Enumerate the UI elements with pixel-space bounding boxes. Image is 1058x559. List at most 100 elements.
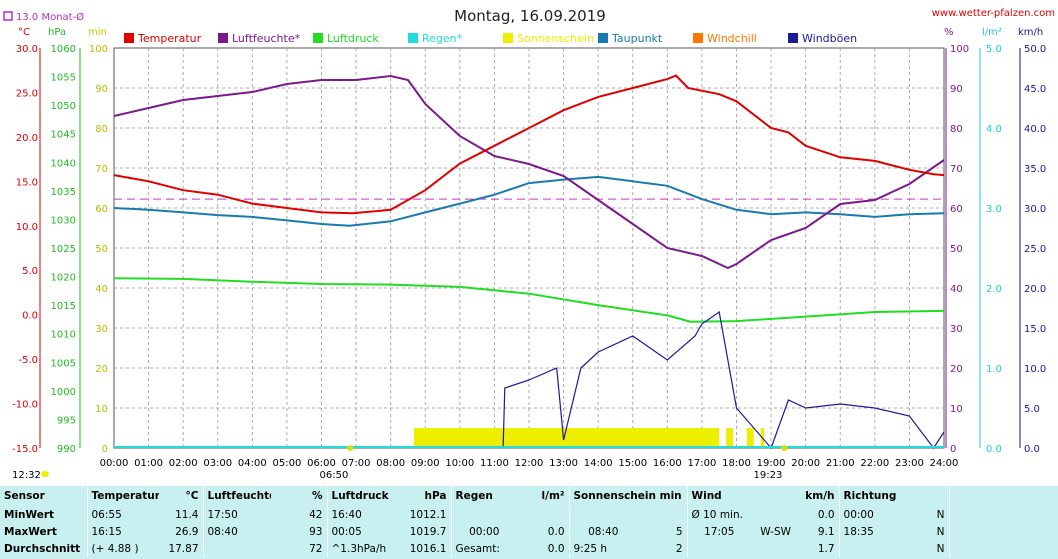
- unit-percent: %: [944, 27, 954, 38]
- dir-time: 18:35: [838, 523, 904, 540]
- temp-value: 17.87: [168, 542, 199, 555]
- wind-value: 9.1: [817, 525, 835, 538]
- hdr-sun: Sonnenschein min: [568, 486, 688, 506]
- tick-label-celsius: 15.0: [16, 177, 38, 188]
- site-link[interactable]: www.wetter-pfalzen.com: [932, 8, 1055, 19]
- hum-value: 42: [309, 508, 323, 521]
- wind-value: 1.7: [817, 542, 835, 555]
- stats-row-avg: Durchschnitt (+ 4.88 ) 17.87 72 ^1.3hPa/…: [0, 540, 1058, 557]
- row-filler: [948, 523, 1058, 540]
- tick-label-percent: 80: [950, 124, 963, 135]
- hdr-rain-unit: l/m²: [541, 490, 565, 502]
- dir-value: N: [936, 508, 945, 521]
- tick-label-hour: 03:00: [203, 458, 232, 469]
- tick-label-kmh: 0.0: [1024, 444, 1040, 455]
- row-label: Durchschnitt: [4, 542, 81, 555]
- series-line-windboeen: [502, 310, 945, 450]
- legend-swatch: [408, 33, 418, 43]
- press-time: 16:40: [326, 506, 395, 523]
- dir-time: 00:00: [838, 506, 904, 523]
- unit-kmh: km/h: [1018, 27, 1043, 38]
- tick-label-hour: 10:00: [445, 458, 474, 469]
- tick-label-hour: 17:00: [688, 458, 717, 469]
- press-time: 00:05: [326, 523, 395, 540]
- legend-label: Windchill: [707, 32, 757, 45]
- sunshine-total-label: 12:32: [12, 470, 41, 481]
- legend-swatch: [313, 33, 323, 43]
- wind-time: 17:05: [686, 523, 752, 540]
- sunshine-bar: [726, 428, 734, 448]
- tick-label-hpa: 1020: [51, 273, 76, 284]
- tick-label-hour: 22:00: [860, 458, 889, 469]
- tick-label-hpa: 1025: [51, 244, 76, 255]
- sunshine-bar: [413, 428, 720, 448]
- weather-chart: Montag, 16.09.2019 www.wetter-pfalzen.co…: [3, 7, 1055, 481]
- wind-dir: [751, 540, 795, 557]
- stats-panel: Sensor Temperatur °C Luftfeuchte % Luftd…: [0, 486, 1058, 559]
- chart-title: Montag, 16.09.2019: [454, 7, 606, 25]
- dir-value: N: [936, 525, 945, 538]
- tick-label-percent: 40: [950, 284, 963, 295]
- series: [113, 74, 945, 450]
- sun-value: [637, 506, 687, 523]
- tick-label-min: 70: [95, 164, 108, 175]
- legend-label: Taupunkt: [611, 32, 663, 45]
- dir-value: N: [936, 542, 945, 555]
- sunshine-total-icon: [41, 471, 49, 477]
- tick-label-hpa: 1060: [51, 44, 76, 55]
- rain-time: [450, 506, 517, 523]
- tick-label-percent: 50: [950, 244, 963, 255]
- legend-label: Windböen: [802, 32, 857, 45]
- tick-label-lm2: 1.0: [986, 364, 1002, 375]
- tick-label-min: 40: [95, 284, 108, 295]
- tick-label-kmh: 5.0: [1024, 404, 1040, 415]
- tick-label-kmh: 15.0: [1024, 324, 1046, 335]
- tick-label-hour: 06:00: [307, 458, 336, 469]
- sun-time: [568, 506, 637, 523]
- unit-lm2: l/m²: [982, 27, 1002, 38]
- month-avg-label: 13.0 Monat-Ø: [16, 11, 84, 23]
- tick-label-celsius: 0.0: [22, 311, 38, 322]
- stats-table: Sensor Temperatur °C Luftfeuchte % Luftd…: [0, 486, 1058, 557]
- legend-swatch: [693, 33, 703, 43]
- axes: 30.0 25.0 20.0 15.0 10.0 5.0 0.0 -5.0 -10.0 -15.0…: [12, 44, 1046, 469]
- rain-time: Gesamt:: [450, 540, 517, 557]
- tick-label-lm2: 3.0: [986, 204, 1002, 215]
- hdr-rain: Regen: [450, 486, 517, 506]
- hdr-dir-filler: [903, 486, 949, 506]
- sunrise-label: 06:50: [319, 470, 348, 481]
- tick-label-min: 100: [89, 44, 108, 55]
- hum-value: 72: [309, 542, 323, 555]
- tick-label-percent: 60: [950, 204, 963, 215]
- tick-label-percent: 30: [950, 324, 963, 335]
- hdr-dir: Richtung: [838, 486, 904, 506]
- tick-label-hour: 18:00: [722, 458, 751, 469]
- tick-label-celsius: 30.0: [16, 44, 38, 55]
- temp-time: (+ 4.88 ): [86, 540, 159, 557]
- tick-label-percent: 10: [950, 404, 963, 415]
- tick-label-celsius: -10.0: [12, 400, 38, 411]
- legend-label: Regen*: [422, 32, 463, 45]
- tick-label-lm2: 5.0: [986, 44, 1002, 55]
- hum-time: 17:50: [202, 506, 271, 523]
- tick-label-min: 10: [95, 404, 108, 415]
- tick-label-hpa: 1015: [51, 301, 76, 312]
- wind-dir: [751, 506, 795, 523]
- hdr-hum: Luftfeuchte: [202, 486, 271, 506]
- tick-label-hpa: 1050: [51, 101, 76, 112]
- tick-label-kmh: 30.0: [1024, 204, 1046, 215]
- tick-label-hour: 02:00: [169, 458, 198, 469]
- tick-label-celsius: 10.0: [16, 222, 38, 233]
- hdr-empty: [948, 486, 1058, 506]
- tick-label-hpa: 1055: [51, 73, 76, 84]
- rain-value: [517, 506, 569, 523]
- wind-dir: W-SW: [760, 525, 792, 538]
- tick-label-min: 60: [95, 204, 108, 215]
- tick-label-percent: 100: [950, 44, 969, 55]
- tick-label-kmh: 10.0: [1024, 364, 1046, 375]
- hum-value: 93: [309, 525, 323, 538]
- sun-value: 2: [675, 542, 683, 555]
- tick-label-percent: 90: [950, 84, 963, 95]
- tick-label-lm2: 0.0: [986, 444, 1002, 455]
- tick-label-hour: 21:00: [826, 458, 855, 469]
